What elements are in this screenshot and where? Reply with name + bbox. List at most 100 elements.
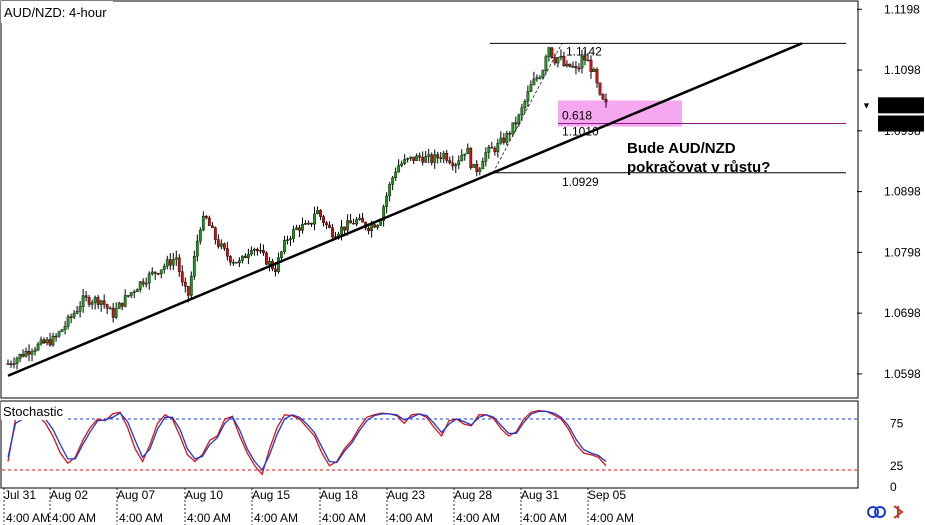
- x-tick-time: 4:00 AM: [6, 511, 50, 525]
- x-tick-time: 4:00 AM: [590, 511, 634, 525]
- y-tick-label: 1.0898: [884, 185, 921, 199]
- x-tick-date: Aug 15: [252, 488, 290, 502]
- candle-body: [259, 250, 262, 252]
- candle-body: [439, 157, 443, 159]
- candle-body: [463, 153, 467, 156]
- candle-body: [280, 251, 283, 258]
- candle-body: [87, 297, 91, 305]
- x-tick-date: Aug 31: [521, 488, 559, 502]
- candle-body: [571, 66, 575, 68]
- trend-line: [7, 42, 803, 377]
- candle-body: [406, 158, 410, 160]
- candle-body: [346, 220, 349, 231]
- candle-body: [240, 255, 244, 261]
- candle-body: [523, 101, 527, 108]
- link-icon[interactable]: [867, 506, 879, 518]
- candle-body: [481, 161, 485, 170]
- x-tick-time: 4:00 AM: [523, 511, 567, 525]
- price-marker-label: 1.1010: [884, 117, 921, 131]
- candle-body: [442, 153, 446, 159]
- candle-body: [520, 107, 524, 116]
- candle-body: [535, 77, 539, 80]
- candle-body: [541, 70, 545, 78]
- candle-body: [322, 216, 325, 223]
- candle-body: [138, 281, 142, 290]
- price-markers: 1.1040 ▼ 1.1010: [862, 97, 924, 132]
- candle-body: [460, 155, 464, 161]
- candle-body: [328, 224, 331, 228]
- candle-body: [210, 225, 214, 228]
- candle-body: [21, 353, 25, 357]
- candle-body: [298, 227, 301, 231]
- candle-body: [307, 222, 310, 225]
- candle-body: [277, 257, 280, 272]
- candle-body: [253, 249, 256, 251]
- annotation-line-2: pokračovat v růstu?: [627, 159, 770, 176]
- price-marker-box: [878, 115, 924, 132]
- candle-body: [301, 224, 304, 231]
- stochastic-title-box: [1, 402, 65, 420]
- candle-body: [72, 313, 76, 318]
- swing-high-label: 1.1142: [566, 44, 602, 58]
- candle-body: [370, 224, 374, 232]
- candle-body: [574, 66, 578, 69]
- candle-body: [262, 250, 265, 254]
- price-panel[interactable]: 1.1142 1.0929 0.618 1.1010 1.1198 1.1098 1.09…: [0, 0, 924, 399]
- bottom-right-icons[interactable]: [867, 505, 904, 519]
- x-tick-time: 4:00 AM: [254, 511, 298, 525]
- candle-body: [168, 259, 172, 266]
- candle-body: [388, 184, 392, 197]
- candle-body: [565, 63, 569, 67]
- candle-body: [180, 271, 184, 283]
- candle-body: [409, 156, 413, 159]
- candle-body: [472, 164, 476, 168]
- arrow-right-icon[interactable]: [893, 505, 904, 519]
- candle-body: [568, 63, 572, 67]
- candle-body: [598, 82, 602, 95]
- candle-body: [367, 227, 371, 232]
- candle-body: [159, 269, 163, 275]
- candle-body: [36, 343, 40, 351]
- candle-body: [424, 156, 428, 163]
- candle-body: [123, 295, 127, 307]
- candle-body: [349, 220, 352, 224]
- candle-body: [373, 224, 377, 228]
- candle-body: [361, 217, 364, 223]
- x-tick-time: 4:00 AM: [456, 511, 500, 525]
- candle-body: [207, 217, 211, 226]
- candle-body: [114, 308, 118, 318]
- candle-body: [63, 325, 67, 330]
- candle-body: [376, 225, 380, 228]
- candle-body: [604, 99, 608, 103]
- candle-body: [601, 94, 605, 100]
- candle-body: [250, 250, 253, 255]
- stochastic-panel[interactable]: 75 25 0 Stochastic: [0, 400, 904, 494]
- candle-body: [75, 311, 79, 314]
- x-tick-date: Aug 28: [454, 488, 492, 502]
- candle-body: [30, 351, 34, 355]
- candle-body: [427, 154, 431, 157]
- candle-body: [99, 300, 103, 305]
- candle-body: [526, 91, 530, 102]
- candle-body: [550, 47, 554, 58]
- candle-body: [177, 257, 181, 272]
- candle-body: [331, 227, 334, 238]
- candle-body: [33, 349, 37, 352]
- candle-body: [580, 56, 584, 69]
- candle-body: [319, 210, 322, 217]
- candle-body: [9, 363, 13, 365]
- candle-body: [274, 268, 277, 272]
- candle-body: [237, 260, 241, 264]
- candle-body: [18, 353, 22, 359]
- candle-body: [129, 292, 133, 296]
- candle-body: [553, 57, 557, 64]
- candle-body: [204, 216, 208, 219]
- candle-body: [219, 243, 223, 247]
- candle-body: [132, 291, 136, 294]
- annotation-line-1: Bude AUD/NZD: [627, 140, 736, 157]
- candle-body: [66, 316, 70, 327]
- candle-body: [42, 339, 46, 344]
- candle-body: [358, 217, 361, 220]
- candle-body: [466, 148, 470, 155]
- candle-body: [556, 57, 560, 64]
